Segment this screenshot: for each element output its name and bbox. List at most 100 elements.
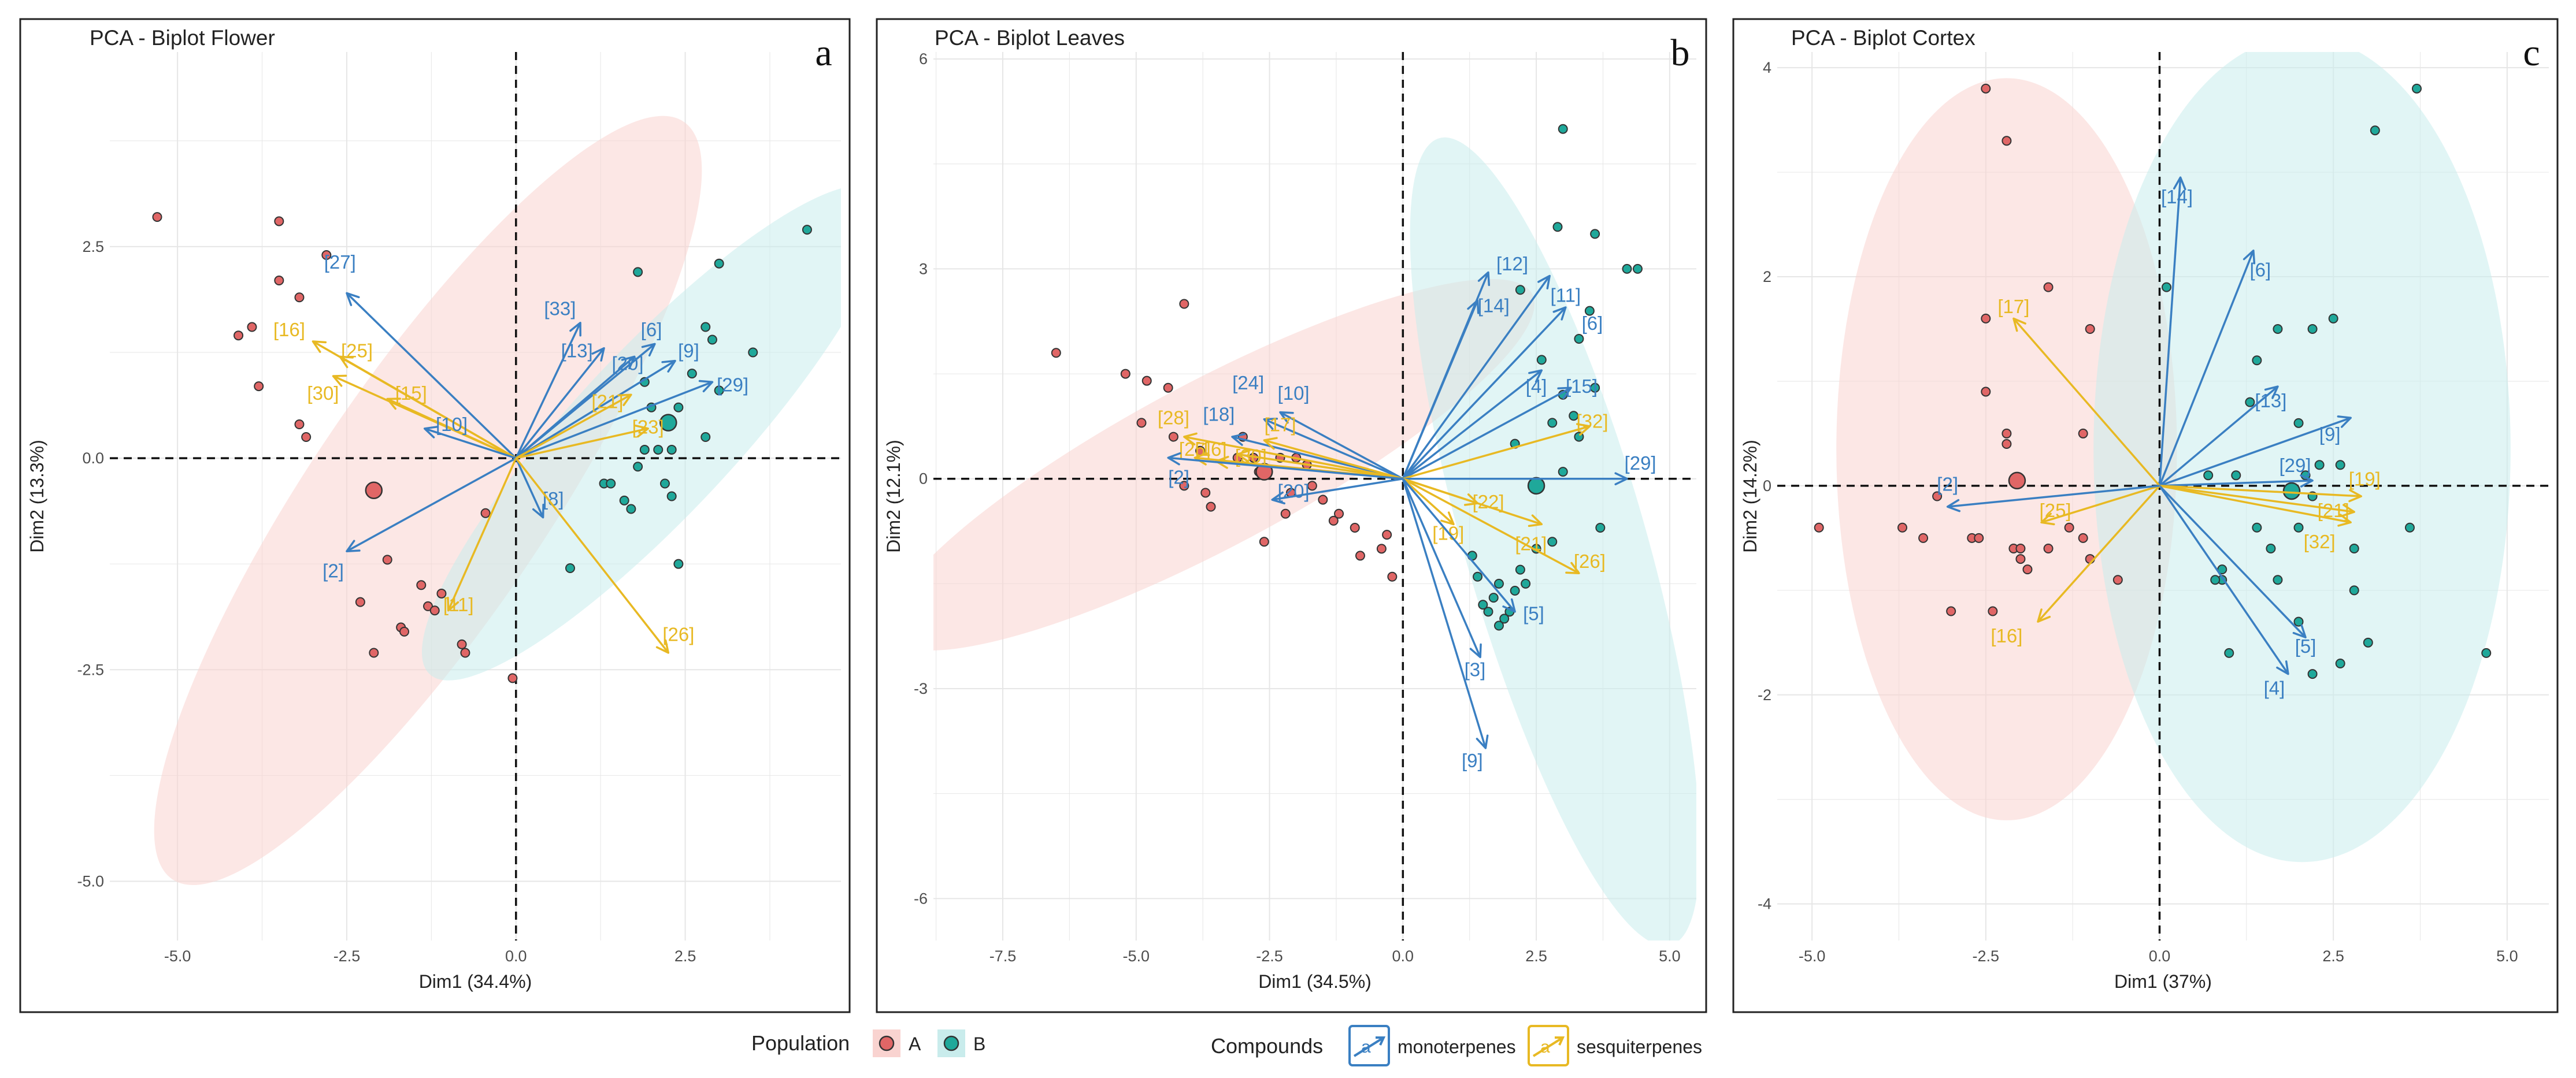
panel-b-vector-arrowhead (1502, 598, 1516, 613)
legend-key-a (873, 1029, 900, 1057)
panel-b-vector-line (1402, 386, 1571, 480)
panel-b-vector-monoterpenes: [5] (1402, 478, 1544, 625)
panel-c-x-tick-labels: -5.0 -2.5 0.0 2.5 5.0 (1799, 947, 2518, 965)
panel-b-y-tick-label: 0 (919, 470, 928, 488)
panel-c-vector-label: [6] (2250, 259, 2271, 281)
panel-b-vector-arrowhead (1537, 274, 1551, 289)
panel-a-vector-sesquiterpenes: [26] (515, 458, 694, 654)
panel-a-y-axis-title: Dim2 (13.3%) (27, 440, 47, 553)
panel-a-point-b (565, 563, 575, 574)
panel-b-point-b (1558, 467, 1568, 477)
panel-c-vector-arrowhead (2012, 317, 2026, 332)
panel-b-point-a (1259, 537, 1269, 547)
legend-key-sesquiterpenes-glyph: a (1540, 1038, 1550, 1057)
panel-c-vector-monoterpenes: [4] (2159, 485, 2289, 698)
panel-c-point-b (2481, 648, 2492, 658)
panel-a-point-a (429, 605, 440, 616)
legend-key-monoterpenes-arrowhead (1376, 1036, 1386, 1046)
panel-c-centroid-b (2282, 482, 2301, 500)
panel-c-vector-line (1947, 485, 2160, 508)
panel-b-point-b (1632, 263, 1643, 274)
panel-c-y-tick-label: 4 (1763, 59, 1771, 76)
panel-b-x-tick-label: 2.5 (1525, 947, 1547, 965)
panel-c-point-b (2411, 83, 2422, 94)
panel-b-point-b (1584, 306, 1595, 316)
panel-a-y-tick-label: 2.5 (82, 238, 104, 255)
panel-c-point-b (2335, 460, 2345, 470)
panel-b-point-b (1510, 585, 1520, 596)
panel-b-vector-label: [24] (1232, 372, 1264, 393)
panel-c-vector-label: [29] (2279, 455, 2311, 476)
panel-a-x-axis-title: Dim1 (34.4%) (419, 971, 532, 992)
panel-a-vector-line (515, 360, 676, 459)
panel-b-vector-line (1402, 275, 1551, 479)
panel-b-vector-arrowhead (1183, 432, 1198, 445)
panel-c: [14][6][17][13][9][29][19][21][32][5][4]… (1732, 18, 2559, 1013)
panel-c-vector-arrowhead (2040, 512, 2055, 526)
panel-a-y-tick-label: -5.0 (77, 872, 104, 890)
panel-b-vector-label: [6] (1582, 313, 1603, 334)
panel-a-vector-monoterpenes: [27] (324, 251, 517, 459)
panel-c-point-a (1946, 606, 1956, 616)
panel-a-y-tick-label: -2.5 (77, 661, 104, 678)
panel-b-vector-arrowhead (1477, 271, 1491, 287)
panel-c-point-b (2245, 397, 2255, 407)
panel-c-vector-arrowhead (2037, 608, 2051, 623)
panel-a-point-a (233, 330, 244, 341)
panel-c-title: PCA - Biplot Cortex (1791, 26, 1975, 50)
panel-c-vector-arrowhead (2243, 250, 2256, 265)
panel-b-y-axis-title: Dim2 (12.1%) (883, 440, 904, 553)
panel-a-vector-line (515, 458, 544, 518)
panel-a-vector-arrowhead (447, 597, 459, 612)
panel-a-y-tick-label: 0.0 (82, 449, 104, 467)
panel-c-point-b (2370, 125, 2380, 136)
panel-c-point-b (2328, 313, 2338, 324)
panel-c-vector-label: [4] (2264, 677, 2285, 698)
panel-a-loading-vectors: [27][16][25][30] [15][10][2][11][8][33][1… (273, 251, 748, 654)
panel-b-vector-sesquiterpenes: [28] (1158, 407, 1403, 480)
legend-key-sesquiterpenes: a (1528, 1025, 1569, 1066)
panel-a-vector-label: [25] (341, 340, 373, 362)
panel-c-vector-label: [32] (2304, 531, 2336, 552)
panel-b-point-b (1478, 600, 1488, 610)
panel-c-point-a (1981, 83, 1991, 94)
panel-c-vector-sesquiterpenes: [19] (2159, 469, 2381, 503)
panel-a-vector-line (515, 343, 656, 459)
legend-key-a-dot (879, 1035, 895, 1051)
panel-b-point-a (1136, 418, 1147, 428)
panel-a-vector-line (516, 428, 648, 459)
panel-a-vector-arrowhead (423, 426, 439, 438)
panel-a-vector-arrowhead (698, 380, 714, 393)
legend-label-a: A (909, 1034, 921, 1054)
panel-a-point-b (666, 444, 677, 455)
panel-c-ellipses (1836, 52, 2511, 863)
panel-b-point-a (1350, 522, 1360, 533)
panel-c-vector-arrowhead (2264, 385, 2279, 399)
panel-b-vector-line (1402, 478, 1516, 612)
panel-b-loading-vectors: [12] [14] [11][6] [4] [15] [32] [29] [22] [19] [2… (1158, 253, 1656, 771)
panel-b-point-a (1280, 508, 1291, 519)
panel-b-vector-label: [9] (1462, 750, 1483, 771)
panel-c-y-tick-label: 0 (1763, 477, 1771, 495)
panel-a-point-b (714, 258, 724, 269)
panel-c-confidence-ellipse-b (2093, 52, 2511, 863)
panel-a-point-b (673, 559, 684, 569)
panel-b-point-a (1387, 571, 1398, 582)
panel-b-x-tick-label: -7.5 (989, 947, 1017, 965)
panel-c-vector-label: [13] (2255, 390, 2286, 411)
panel-b-vector-monoterpenes: [4] (1402, 369, 1547, 480)
panel-b-vector-line (1402, 478, 1542, 526)
panel-b-vector-line (1237, 453, 1403, 480)
panel-a-point-a (294, 419, 305, 429)
panel-b-vector-line (1402, 478, 1455, 525)
panel-b-point-b (1499, 614, 1510, 624)
panel-c-point-a (1981, 313, 1991, 324)
panel-c-point-a (1814, 522, 1824, 533)
panel-b-point-a (1328, 515, 1339, 526)
panel-a-point-a (369, 648, 379, 658)
panel-c-points (1814, 83, 2492, 679)
panel-a-vector-line (515, 458, 669, 654)
panel-c-vector-sesquiterpenes: [25] (2040, 485, 2160, 526)
panel-b-point-b (1547, 537, 1558, 547)
panel-a-confidence-ellipse-a (154, 116, 702, 886)
